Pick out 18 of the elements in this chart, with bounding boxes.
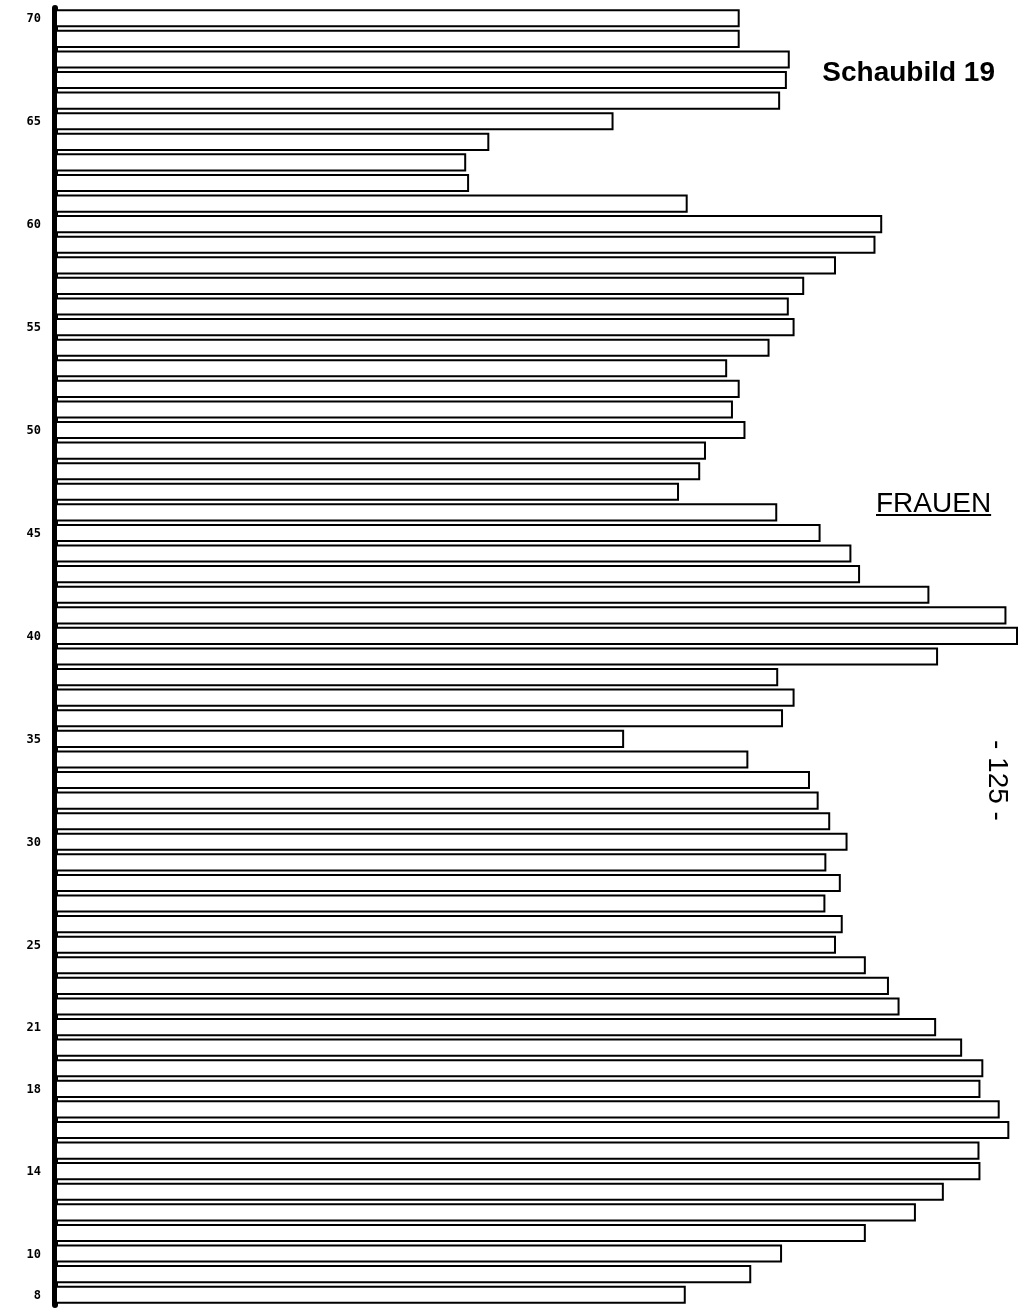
y-tick-label: 55 [26,320,41,335]
y-tick-label: 60 [26,217,41,232]
annotation: - 125 - [982,740,1014,821]
y-tick-label: 50 [26,423,41,438]
y-tick-label: 14 [26,1164,41,1179]
y-tick-label: 21 [26,1020,41,1035]
y-tick-label: 35 [26,731,41,746]
y-tick-label: 8 [33,1287,41,1302]
y-tick-label: 30 [26,834,41,849]
y-tick-label: 40 [26,628,41,643]
y-tick-label: 70 [26,11,41,26]
y-tick-label: 18 [26,1081,41,1096]
y-tick-label: 25 [26,937,41,952]
text: Schaubild 19 [822,55,995,87]
annotation: FRAUEN [876,486,992,520]
y-tick-label: 10 [26,1246,41,1261]
y-tick-label: 65 [26,114,41,129]
y-tick-label: 45 [26,525,41,540]
